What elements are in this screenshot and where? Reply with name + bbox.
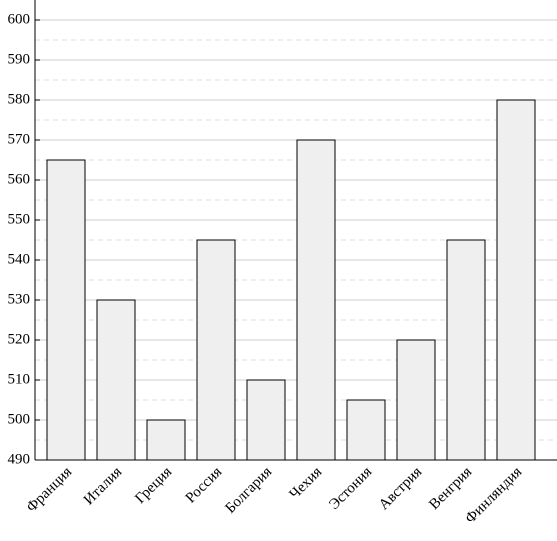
y-tick-label: 530 (8, 291, 31, 307)
y-tick-label: 510 (8, 371, 31, 387)
x-tick-label: Россия (183, 464, 226, 507)
bar (346, 399, 386, 461)
x-tick-label: Болгария (222, 464, 275, 517)
x-tick-label: Австрия (376, 464, 425, 513)
y-tick-label: 580 (8, 91, 31, 107)
x-tick-label: Греция (132, 464, 175, 507)
y-tick-label: 590 (8, 51, 31, 67)
x-tick-label: Франция (24, 464, 76, 516)
bar (96, 299, 136, 461)
bar (46, 159, 86, 461)
y-tick-label: 560 (8, 171, 31, 187)
bar (446, 239, 486, 461)
x-tick-label: Италия (81, 464, 125, 508)
y-tick-label: 570 (8, 131, 31, 147)
y-tick-label: 540 (8, 251, 31, 267)
bar (496, 99, 536, 461)
bar (396, 339, 436, 461)
y-tick-label: 520 (8, 331, 31, 347)
y-tick-label: 500 (8, 411, 31, 427)
x-tick-label: Чехия (287, 464, 326, 503)
x-tick-label: Венгрия (426, 464, 475, 513)
bar (196, 239, 236, 461)
y-tick-label: 490 (8, 451, 31, 467)
bar (296, 139, 336, 461)
bar (146, 419, 186, 461)
y-tick-label: 550 (8, 211, 31, 227)
y-tick-label: 600 (8, 11, 31, 27)
x-tick-label: Эстония (326, 464, 375, 513)
bar (246, 379, 286, 461)
